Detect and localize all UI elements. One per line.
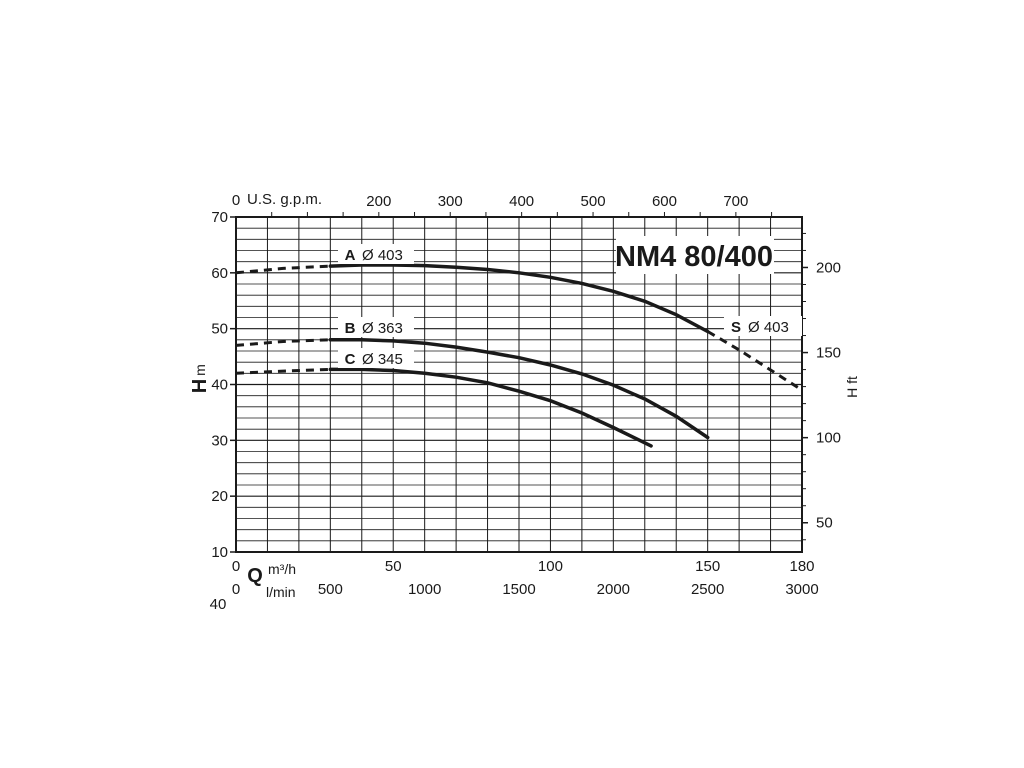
y-tick-label: 20 xyxy=(211,488,228,505)
lmin-tick-label: 2000 xyxy=(597,581,630,598)
curve-label-c-diameter: Ø 345 xyxy=(362,351,403,368)
curve-label-a-letter: A xyxy=(345,247,356,264)
x-axis-unit-lmin: l/min xyxy=(266,584,296,600)
y-axis-symbol: H xyxy=(189,379,211,393)
x-tick-label: 0 xyxy=(232,558,240,575)
x-tick-label: 50 xyxy=(385,558,402,575)
y-tick-label: 70 xyxy=(211,209,228,226)
x-tick-label: 150 xyxy=(695,558,720,575)
x-tick-label: 100 xyxy=(538,558,563,575)
top-axis-label: U.S. g.p.m. xyxy=(247,191,322,208)
model-title-bg xyxy=(616,236,774,274)
y-right-tick-label: 150 xyxy=(816,345,841,362)
lmin-tick-label: 2500 xyxy=(691,581,724,598)
curve-layer xyxy=(235,263,803,448)
curve-label-s-letter: S xyxy=(731,319,741,336)
y-right-tick-label: 50 xyxy=(816,515,833,532)
curve-c-dashed xyxy=(235,367,331,375)
model-title: NM4 80/400 xyxy=(615,241,773,273)
x-axis-unit-m3h: m³/h xyxy=(268,561,296,577)
curve-label-c-letter: C xyxy=(345,351,356,368)
y-right-axis-label: H ft xyxy=(844,376,860,398)
cut-off-tick-label: 40 xyxy=(210,596,227,613)
gpm-tick-label: 600 xyxy=(652,193,677,210)
curve-a-dashed xyxy=(235,264,331,275)
gpm-tick-label: 500 xyxy=(581,193,606,210)
curve-label-s-diameter: Ø 403 xyxy=(748,319,789,336)
curve-label-b-letter: B xyxy=(345,320,356,337)
y-axis-unit: m xyxy=(192,364,208,376)
curve-b-dashed xyxy=(235,338,331,347)
gpm-tick-label: 300 xyxy=(438,193,463,210)
curve-label-b-diameter: Ø 363 xyxy=(362,320,403,337)
label-bg-s xyxy=(724,316,802,336)
y-tick-label: 50 xyxy=(211,321,228,338)
q-symbol: Q xyxy=(247,565,263,587)
curve-b-solid xyxy=(328,338,710,440)
curve-s-dashed xyxy=(706,330,803,392)
lmin-tick-label: 3000 xyxy=(785,581,818,598)
gpm-tick-label: 200 xyxy=(366,193,391,210)
gpm-tick-label: 700 xyxy=(723,193,748,210)
curve-a-solid xyxy=(328,263,710,334)
top-axis-zero: 0 xyxy=(232,192,240,209)
curve-label-a-diameter: Ø 403 xyxy=(362,247,403,264)
y-tick-label: 60 xyxy=(211,265,228,282)
text-layer: NM4 80/400 0 U.S. g.p.m. H m H ft Q m³/h… xyxy=(189,191,860,613)
y-tick-label: 40 xyxy=(211,377,228,394)
y-tick-label: 30 xyxy=(211,432,228,449)
label-bg-c xyxy=(338,348,414,368)
x-tick-label: 180 xyxy=(789,558,814,575)
label-bg-a xyxy=(338,244,414,264)
y-right-tick-label: 200 xyxy=(816,259,841,276)
gpm-tick-label: 400 xyxy=(509,193,534,210)
label-bg-b xyxy=(338,317,414,337)
lmin-tick-label: 1000 xyxy=(408,581,441,598)
curve-c-solid xyxy=(328,367,653,448)
y-right-tick-label: 100 xyxy=(816,430,841,447)
lmin-tick-label: 1500 xyxy=(502,581,535,598)
y-tick-label: 10 xyxy=(211,544,228,561)
lmin-tick-label: 0 xyxy=(232,581,240,598)
lmin-tick-label: 500 xyxy=(318,581,343,598)
